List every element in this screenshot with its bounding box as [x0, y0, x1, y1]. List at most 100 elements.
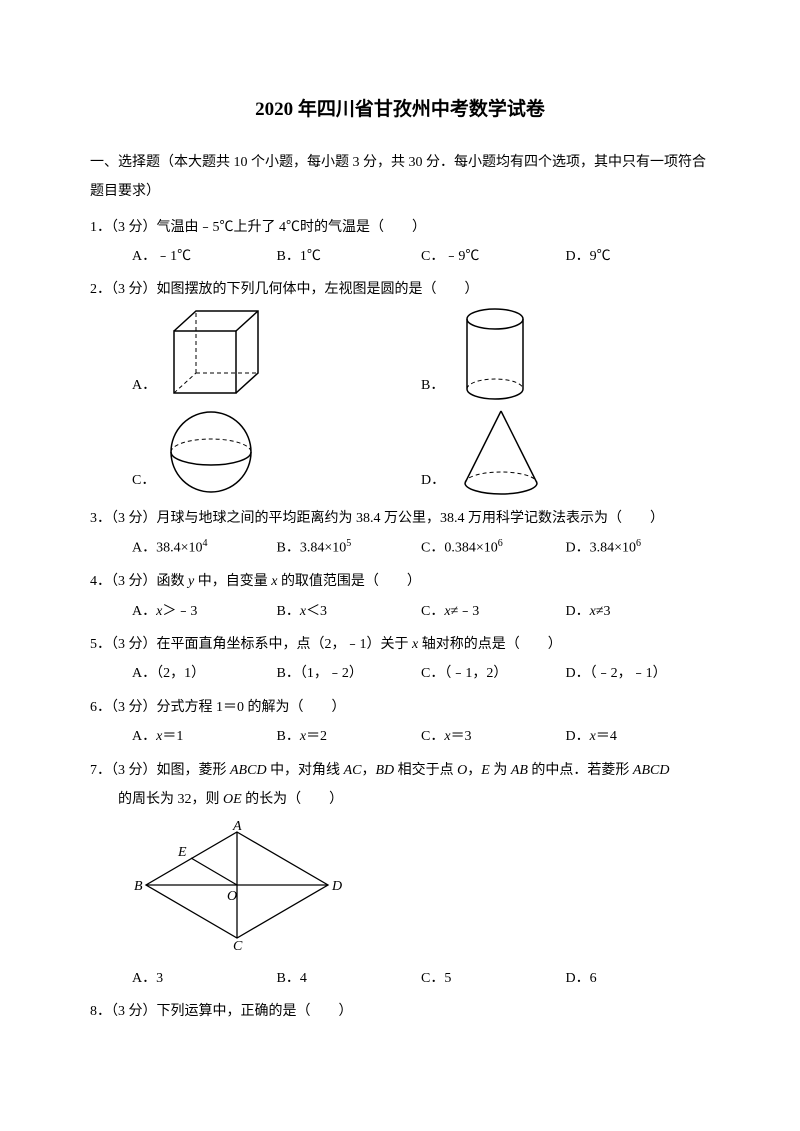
cube-icon — [162, 305, 272, 405]
q6c-post: ＝3 — [451, 729, 472, 744]
cylinder-icon — [450, 305, 540, 405]
rhombus-diagram: A B C D E O — [132, 820, 342, 950]
q6b-post: ＝2 — [306, 729, 327, 744]
q1-opt-c: C．﹣9℃ — [421, 242, 566, 271]
q7-s10: 为 — [490, 763, 511, 778]
q7-s6: 相交于点 — [394, 763, 457, 778]
q6-opt-a: A．x＝1 — [132, 722, 277, 751]
q4-pre: 4．（3 分）函数 — [90, 574, 188, 589]
q6d-pre: D． — [566, 729, 590, 744]
q6-stem: 6．（3 分）分式方程 1＝0 的解为（ ） — [90, 693, 710, 722]
q7-l2-1: OE — [223, 792, 242, 807]
q5-opt-a: A．（2，1） — [132, 659, 277, 688]
q7-opt-d: D．6 — [566, 964, 711, 993]
q7-s5: BD — [375, 763, 394, 778]
q4-opt-c: C．x≠﹣3 — [421, 597, 566, 626]
label-B: B — [134, 879, 143, 894]
q3-a-pre: A．38.4×10 — [132, 541, 203, 556]
cone-icon — [451, 405, 551, 500]
q3-opt-d: D．3.84×106 — [566, 533, 711, 563]
q7-l2-pre: 的周长为 32，则 — [118, 792, 223, 807]
q7-s11: AB — [511, 763, 528, 778]
question-6: 6．（3 分）分式方程 1＝0 的解为（ ） A．x＝1 B．x＝2 C．x＝3… — [90, 693, 710, 752]
q1-options: A．﹣1℃ B．1℃ C．﹣9℃ D．9℃ — [90, 242, 710, 271]
q4a-pre: A． — [132, 604, 156, 619]
q6a-pre: A． — [132, 729, 156, 744]
q6c-pre: C． — [421, 729, 444, 744]
q7-s1: ABCD — [230, 763, 267, 778]
q3-b-sup: 5 — [346, 538, 351, 549]
q3-b-pre: B．3.84×10 — [277, 541, 347, 556]
q4-opt-d: D．x≠3 — [566, 597, 711, 626]
q6d-post: ＝4 — [596, 729, 617, 744]
q2-shape-a: A． — [132, 305, 421, 405]
q4-post: 的取值范围是（ ） — [277, 574, 421, 589]
q2-shapes-row-1: A． B． — [90, 305, 710, 405]
q4b-post: ＜3 — [306, 604, 327, 619]
q7-options: A．3 B．4 C．5 D．6 — [90, 964, 710, 993]
q6-opt-d: D．x＝4 — [566, 722, 711, 751]
q7-opt-b: B．4 — [277, 964, 422, 993]
q7-s3: AC — [344, 763, 362, 778]
question-8: 8．（3 分）下列运算中，正确的是（ ） — [90, 997, 710, 1026]
q4d-pre: D． — [566, 604, 590, 619]
q5-stem: 5．（3 分）在平面直角坐标系中，点（2，﹣1）关于 x 轴对称的点是（ ） — [90, 630, 710, 659]
q7-opt-c: C．5 — [421, 964, 566, 993]
q3-c-sup: 6 — [498, 538, 503, 549]
q2-shape-d: D． — [421, 405, 710, 500]
q2-label-d: D． — [421, 466, 445, 495]
label-D: D — [331, 879, 342, 894]
section-1-header: 一、选择题（本大题共 10 个小题，每小题 3 分，共 30 分．每小题均有四个… — [90, 148, 710, 207]
q4-opt-a: A．x＞﹣3 — [132, 597, 277, 626]
q4-opt-b: B．x＜3 — [277, 597, 422, 626]
q5-opt-b: B．（1，﹣2） — [277, 659, 422, 688]
q3-opt-a: A．38.4×104 — [132, 533, 277, 563]
q5-pre: 5．（3 分）在平面直角坐标系中，点（2，﹣1）关于 — [90, 637, 412, 652]
q1-opt-b: B．1℃ — [277, 242, 422, 271]
q6b-pre: B． — [277, 729, 300, 744]
q3-stem: 3．（3 分）月球与地球之间的平均距离约为 38.4 万公里，38.4 万用科学… — [90, 504, 710, 533]
q2-shape-c: C． — [132, 405, 421, 500]
q4a-post: ＞﹣3 — [162, 604, 197, 619]
q4c-pre: C． — [421, 604, 444, 619]
exam-title: 2020 年四川省甘孜州中考数学试卷 — [90, 90, 710, 130]
label-E: E — [177, 845, 187, 860]
q5-opt-c: C．（﹣1，2） — [421, 659, 566, 688]
q2-stem: 2．（3 分）如图摆放的下列几何体中，左视图是圆的是（ ） — [90, 275, 710, 304]
q8-stem: 8．（3 分）下列运算中，正确的是（ ） — [90, 997, 710, 1026]
q7-opt-a: A．3 — [132, 964, 277, 993]
q4b-pre: B． — [277, 604, 300, 619]
q2-shape-b: B． — [421, 305, 710, 405]
q7-s9: E — [481, 763, 490, 778]
q2-label-b: B． — [421, 371, 444, 400]
label-O: O — [227, 889, 237, 904]
q7-s2: 中，对角线 — [267, 763, 344, 778]
q6-opt-b: B．x＝2 — [277, 722, 422, 751]
q4-stem: 4．（3 分）函数 y 中，自变量 x 的取值范围是（ ） — [90, 567, 710, 596]
label-C: C — [233, 939, 243, 950]
q2-shapes-row-2: C． D． — [90, 405, 710, 500]
question-3: 3．（3 分）月球与地球之间的平均距离约为 38.4 万公里，38.4 万用科学… — [90, 504, 710, 563]
q7-s0: 7．（3 分）如图，菱形 — [90, 763, 230, 778]
q6-options: A．x＝1 B．x＝2 C．x＝3 D．x＝4 — [90, 722, 710, 751]
q3-opt-c: C．0.384×106 — [421, 533, 566, 563]
q3-a-sup: 4 — [203, 538, 208, 549]
label-A: A — [232, 820, 242, 834]
q5-post: 轴对称的点是（ ） — [418, 637, 562, 652]
q3-d-pre: D．3.84×10 — [566, 541, 637, 556]
q1-opt-a: A．﹣1℃ — [132, 242, 277, 271]
q4d-post: ≠3 — [596, 604, 611, 619]
question-4: 4．（3 分）函数 y 中，自变量 x 的取值范围是（ ） A．x＞﹣3 B．x… — [90, 567, 710, 626]
q2-label-c: C． — [132, 466, 155, 495]
q1-stem: 1．（3 分）气温由﹣5℃上升了 4℃时的气温是（ ） — [90, 213, 710, 242]
q7-l2-post: 的长为（ ） — [242, 792, 344, 807]
question-1: 1．（3 分）气温由﹣5℃上升了 4℃时的气温是（ ） A．﹣1℃ B．1℃ C… — [90, 213, 710, 272]
q4c-post: ≠﹣3 — [451, 604, 480, 619]
q7-s7: O — [457, 763, 467, 778]
q2-label-a: A． — [132, 371, 156, 400]
q3-c-pre: C．0.384×10 — [421, 541, 498, 556]
q6a-post: ＝1 — [162, 729, 183, 744]
q7-stem-line2: 的周长为 32，则 OE 的长为（ ） — [90, 785, 710, 814]
question-7: 7．（3 分）如图，菱形 ABCD 中，对角线 AC，BD 相交于点 O，E 为… — [90, 756, 710, 994]
q5-options: A．（2，1） B．（1，﹣2） C．（﹣1，2） D．（﹣2，﹣1） — [90, 659, 710, 688]
